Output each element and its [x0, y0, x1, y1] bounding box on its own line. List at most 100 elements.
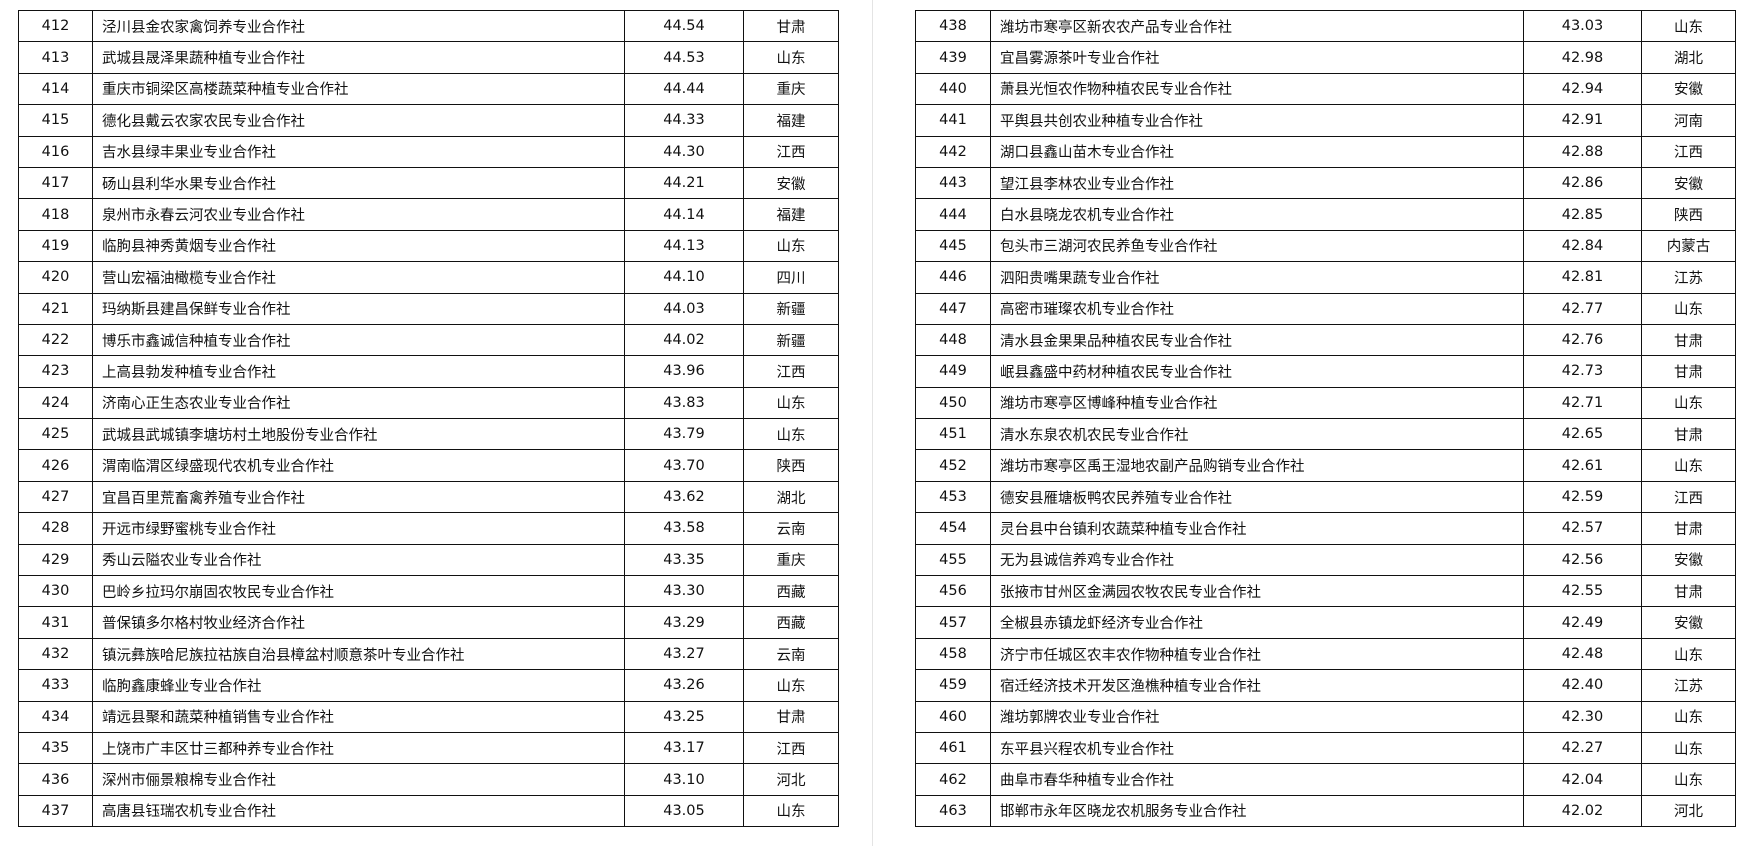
rank-number-cell: 456	[915, 575, 991, 608]
cooperative-name-cell: 潍坊郭牌农业专业合作社	[990, 700, 1524, 733]
province-cell: 甘肃	[1641, 512, 1736, 545]
province-cell: 湖北	[1641, 41, 1736, 74]
province-cell: 江西	[743, 355, 839, 388]
table-row: 412 泾川县金农家禽饲养专业合作社 44.54 甘肃	[18, 9, 839, 43]
score-cell: 42.04	[1523, 763, 1642, 796]
table-row: 429 秀山云隘农业专业合作社 43.35 重庆	[18, 543, 839, 577]
province-cell: 江苏	[1641, 669, 1736, 702]
rank-number-cell: 445	[915, 229, 991, 263]
rank-number-cell: 423	[18, 355, 93, 388]
table-row: 456 张掖市甘州区金满园农牧农民专业合作社 42.55 甘肃	[915, 575, 1736, 608]
cooperative-name-cell: 镇沅彝族哈尼族拉祜族自治县樟盆村顺意茶叶专业合作社	[92, 637, 625, 671]
province-cell: 安徽	[1641, 543, 1736, 577]
score-cell: 44.30	[624, 135, 744, 168]
rank-number-cell: 437	[18, 794, 93, 828]
rank-number-cell: 458	[915, 637, 991, 671]
cooperative-name-cell: 泉州市永春云河农业专业合作社	[92, 198, 625, 231]
province-cell: 山东	[743, 229, 839, 263]
rank-number-cell: 441	[915, 104, 991, 137]
score-cell: 42.57	[1523, 512, 1642, 545]
province-cell: 内蒙古	[1641, 229, 1736, 263]
table-row: 436 深州市俪景粮棉专业合作社 43.10 河北	[18, 763, 839, 796]
cooperative-name-cell: 高密市璀璨农机专业合作社	[990, 292, 1524, 325]
table-row: 432 镇沅彝族哈尼族拉祜族自治县樟盆村顺意茶叶专业合作社 43.27 云南	[18, 637, 839, 671]
province-cell: 山东	[743, 669, 839, 702]
table-row: 433 临朐鑫康蜂业专业合作社 43.26 山东	[18, 669, 839, 702]
province-cell: 新疆	[743, 323, 839, 357]
rank-number-cell: 428	[18, 512, 93, 545]
rank-number-cell: 425	[18, 418, 93, 451]
table-row: 448 清水县金果果品种植农民专业合作社 42.76 甘肃	[915, 323, 1736, 357]
score-cell: 43.79	[624, 418, 744, 451]
table-row: 442 湖口县鑫山苗木专业合作社 42.88 江西	[915, 135, 1736, 168]
province-cell: 陕西	[1641, 198, 1736, 231]
table-row: 427 宜昌百里荒畜禽养殖专业合作社 43.62 湖北	[18, 480, 839, 514]
cooperative-name-cell: 开远市绿野蜜桃专业合作社	[92, 512, 625, 545]
province-cell: 江苏	[1641, 261, 1736, 294]
score-cell: 42.85	[1523, 198, 1642, 231]
cooperative-name-cell: 白水县晓龙农机专业合作社	[990, 198, 1524, 231]
table-row: 418 泉州市永春云河农业专业合作社 44.14 福建	[18, 198, 839, 231]
score-cell: 44.21	[624, 166, 744, 200]
score-cell: 43.58	[624, 512, 744, 545]
rank-number-cell: 431	[18, 606, 93, 639]
table-row: 416 吉水县绿丰果业专业合作社 44.30 江西	[18, 135, 839, 168]
cooperative-name-cell: 武城县晟泽果蔬种植专业合作社	[92, 41, 625, 74]
cooperative-name-cell: 岷县鑫盛中药材种植农民专业合作社	[990, 355, 1524, 388]
province-cell: 山东	[1641, 292, 1736, 325]
score-cell: 43.83	[624, 386, 744, 420]
table-row: 450 潍坊市寒亭区博峰种植专业合作社 42.71 山东	[915, 386, 1736, 420]
province-cell: 河南	[1641, 104, 1736, 137]
cooperative-name-cell: 秀山云隘农业专业合作社	[92, 543, 625, 577]
rank-number-cell: 462	[915, 763, 991, 796]
score-cell: 44.33	[624, 104, 744, 137]
score-cell: 44.03	[624, 292, 744, 325]
table-row: 452 潍坊市寒亭区禹王湿地农副产品购销专业合作社 42.61 山东	[915, 449, 1736, 482]
ranking-table-left: 412 泾川县金农家禽饲养专业合作社 44.54 甘肃 413 武城县晟泽果蔬种植专业合作…	[18, 9, 839, 828]
score-cell: 42.55	[1523, 575, 1642, 608]
score-cell: 44.10	[624, 261, 744, 294]
rank-number-cell: 427	[18, 480, 93, 514]
score-cell: 42.94	[1523, 72, 1642, 106]
rank-number-cell: 453	[915, 480, 991, 514]
rank-number-cell: 449	[915, 355, 991, 388]
rank-number-cell: 430	[18, 575, 93, 608]
table-row: 446 泗阳贵嘴果蔬专业合作社 42.81 江苏	[915, 261, 1736, 294]
cooperative-name-cell: 泗阳贵嘴果蔬专业合作社	[990, 261, 1524, 294]
score-cell: 44.13	[624, 229, 744, 263]
rank-number-cell: 438	[915, 9, 991, 43]
cooperative-name-cell: 东平县兴程农机专业合作社	[990, 731, 1524, 765]
cooperative-name-cell: 济宁市任城区农丰农作物种植专业合作社	[990, 637, 1524, 671]
cooperative-name-cell: 博乐市鑫诚信种植专业合作社	[92, 323, 625, 357]
table-row: 443 望江县李林农业专业合作社 42.86 安徽	[915, 166, 1736, 200]
table-row: 425 武城县武城镇李塘坊村土地股份专业合作社 43.79 山东	[18, 418, 839, 451]
table-row: 462 曲阜市春华种植专业合作社 42.04 山东	[915, 763, 1736, 796]
score-cell: 44.53	[624, 41, 744, 74]
cooperative-name-cell: 望江县李林农业专业合作社	[990, 166, 1524, 200]
province-cell: 山东	[1641, 637, 1736, 671]
table-row: 449 岷县鑫盛中药材种植农民专业合作社 42.73 甘肃	[915, 355, 1736, 388]
cooperative-name-cell: 宜昌百里荒畜禽养殖专业合作社	[92, 480, 625, 514]
rank-number-cell: 414	[18, 72, 93, 106]
province-cell: 陕西	[743, 449, 839, 482]
table-row: 439 宜昌雾源茶叶专业合作社 42.98 湖北	[915, 41, 1736, 74]
page-divider	[872, 0, 873, 846]
cooperative-name-cell: 湖口县鑫山苗木专业合作社	[990, 135, 1524, 168]
rank-number-cell: 417	[18, 166, 93, 200]
score-cell: 43.30	[624, 575, 744, 608]
province-cell: 甘肃	[743, 700, 839, 733]
province-cell: 河北	[1641, 794, 1736, 828]
cooperative-name-cell: 萧县光恒农作物种植农民专业合作社	[990, 72, 1524, 106]
table-row: 460 潍坊郭牌农业专业合作社 42.30 山东	[915, 700, 1736, 733]
province-cell: 山东	[743, 41, 839, 74]
cooperative-name-cell: 临朐鑫康蜂业专业合作社	[92, 669, 625, 702]
table-row: 461 东平县兴程农机专业合作社 42.27 山东	[915, 731, 1736, 765]
cooperative-name-cell: 德安县雁塘板鸭农民养殖专业合作社	[990, 480, 1524, 514]
score-cell: 42.56	[1523, 543, 1642, 577]
cooperative-name-cell: 潍坊市寒亭区禹王湿地农副产品购销专业合作社	[990, 449, 1524, 482]
rank-number-cell: 448	[915, 323, 991, 357]
province-cell: 重庆	[743, 543, 839, 577]
province-cell: 甘肃	[743, 9, 839, 43]
rank-number-cell: 413	[18, 41, 93, 74]
province-cell: 江西	[1641, 135, 1736, 168]
